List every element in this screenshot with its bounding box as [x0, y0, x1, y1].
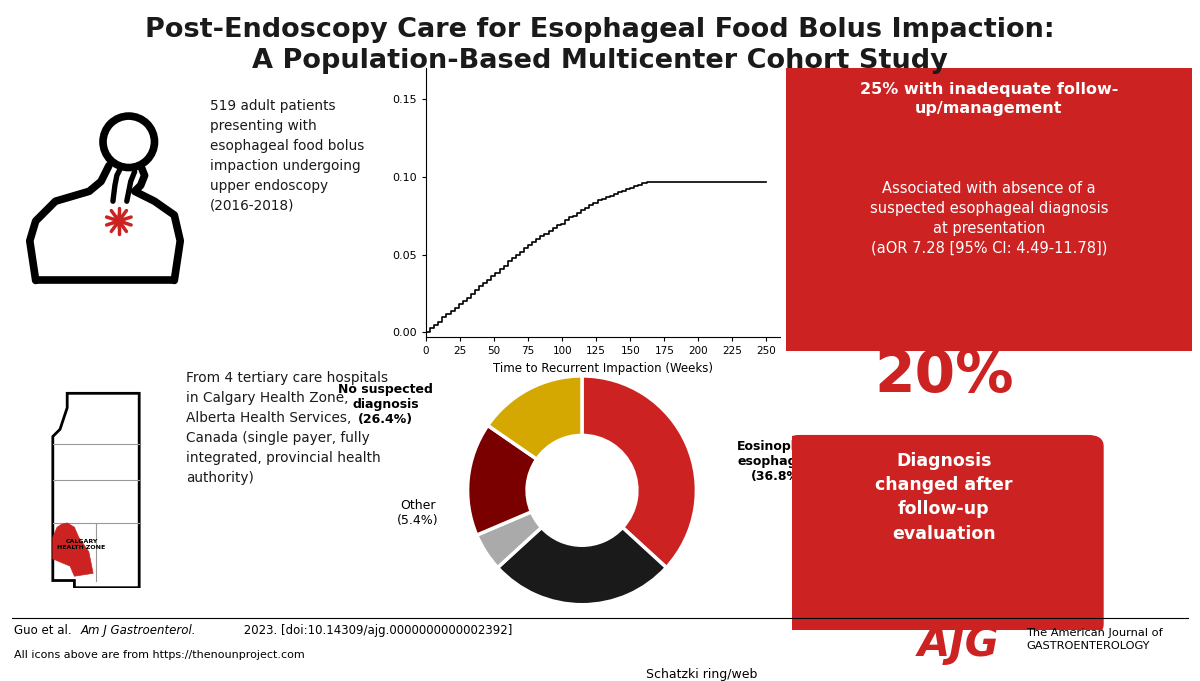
Text: From 4 tertiary care hospitals
in Calgary Health Zone,
Alberta Health Services,
: From 4 tertiary care hospitals in Calgar…: [186, 371, 388, 486]
Wedge shape: [487, 376, 582, 459]
Wedge shape: [582, 376, 696, 567]
Text: Other
(5.4%): Other (5.4%): [397, 499, 439, 527]
Text: Am J Gastroenterol.: Am J Gastroenterol.: [80, 624, 196, 637]
Text: AJG: AJG: [918, 623, 1000, 665]
FancyBboxPatch shape: [769, 57, 1200, 362]
Wedge shape: [476, 512, 541, 567]
Wedge shape: [498, 527, 666, 605]
Text: No suspected
diagnosis
(26.4%): No suspected diagnosis (26.4%): [338, 383, 433, 426]
FancyBboxPatch shape: [784, 435, 1104, 635]
Text: Post-Endoscopy Care for Esophageal Food Bolus Impaction:: Post-Endoscopy Care for Esophageal Food …: [145, 17, 1055, 43]
Text: The American Journal of
GASTROENTEROLOGY: The American Journal of GASTROENTEROLOGY: [1026, 628, 1163, 651]
Text: 2023. [doi:10.14309/ajg.0000000000002392]: 2023. [doi:10.14309/ajg.0000000000002392…: [240, 624, 512, 637]
Text: CALGARY
HEALTH ZONE: CALGARY HEALTH ZONE: [58, 539, 106, 550]
Text: Diagnosis
changed after
follow-up
evaluation: Diagnosis changed after follow-up evalua…: [875, 452, 1013, 543]
Text: 20%: 20%: [874, 347, 1014, 405]
Text: A Population-Based Multicenter Cohort Study: A Population-Based Multicenter Cohort St…: [252, 48, 948, 74]
Polygon shape: [53, 523, 94, 576]
Polygon shape: [107, 208, 131, 234]
Text: Schatzki ring/web
(16.0%): Schatzki ring/web (16.0%): [647, 667, 758, 681]
Text: All icons above are from https://thenounproject.com: All icons above are from https://thenoun…: [14, 650, 305, 661]
Text: Associated with absence of a
suspected esophageal diagnosis
at presentation
(aOR: Associated with absence of a suspected e…: [870, 181, 1108, 255]
Text: 25% with inadequate follow-
up/management: 25% with inadequate follow- up/managemen…: [859, 82, 1118, 116]
X-axis label: Time to Recurrent Impaction (Weeks): Time to Recurrent Impaction (Weeks): [493, 362, 713, 375]
Wedge shape: [468, 426, 536, 535]
Polygon shape: [53, 394, 139, 588]
Text: Eosinophilic
esophagitis
(36.8%): Eosinophilic esophagitis (36.8%): [737, 440, 820, 484]
Text: 519 adult patients
presenting with
esophageal food bolus
impaction undergoing
up: 519 adult patients presenting with esoph…: [210, 99, 365, 213]
Text: Guo et al.: Guo et al.: [14, 624, 76, 637]
